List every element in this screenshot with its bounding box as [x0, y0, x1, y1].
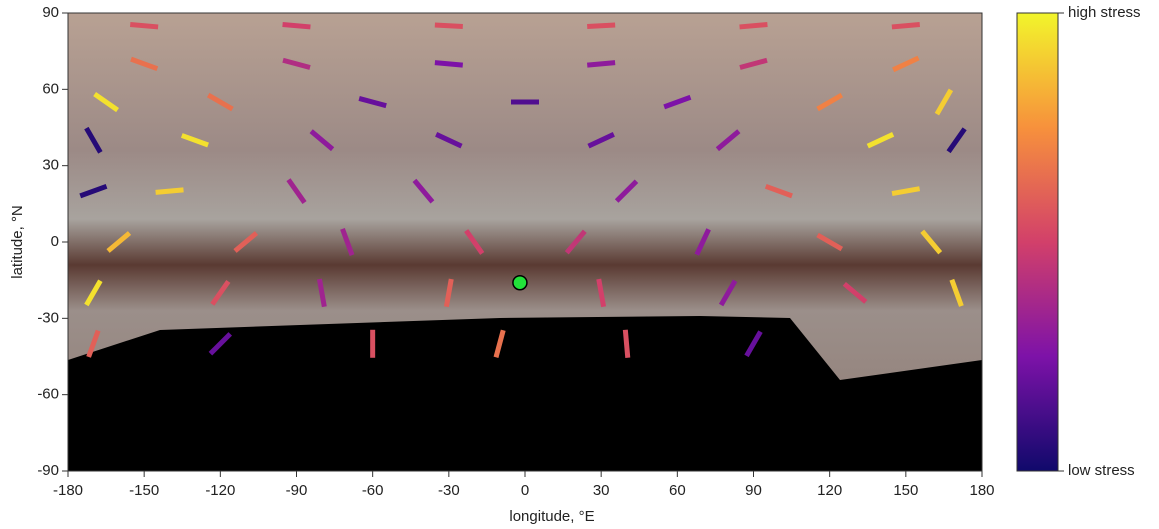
stress-segment	[130, 22, 159, 30]
stress-segment	[949, 278, 964, 307]
stress-segment	[79, 183, 108, 199]
stress-segment	[84, 126, 103, 154]
stress-segment	[744, 330, 763, 358]
stress-segment	[816, 232, 844, 252]
stress-segment	[764, 183, 793, 199]
x-tick-label: -120	[205, 482, 235, 499]
stress-segment	[93, 91, 119, 113]
x-tick-label: -150	[129, 482, 159, 499]
x-tick-label: -60	[362, 482, 384, 499]
stress-segment	[866, 132, 895, 149]
y-tick-label: 90	[42, 4, 59, 21]
stress-segment	[663, 94, 692, 110]
segments-layer	[79, 22, 967, 358]
stress-segment	[891, 22, 920, 30]
stress-segment	[892, 55, 920, 73]
stress-segment	[282, 57, 311, 70]
stress-segment	[210, 279, 231, 306]
x-tick-label: 0	[521, 482, 529, 499]
stress-segment	[739, 22, 768, 30]
stress-segment	[106, 231, 132, 253]
x-tick-label: -90	[286, 482, 308, 499]
stress-segment	[443, 278, 454, 308]
x-tick-label: 150	[893, 482, 918, 499]
stress-segment	[434, 22, 463, 29]
y-tick-label: 30	[42, 157, 59, 174]
unimaged-region	[68, 316, 982, 471]
stress-segment	[694, 228, 711, 256]
x-tick-label: 120	[817, 482, 842, 499]
x-axis-label: longitude, °E	[509, 508, 594, 525]
stress-segment	[739, 57, 768, 70]
colorbar-high-label: high stress	[1068, 4, 1141, 21]
stress-segment	[316, 278, 327, 308]
stress-segment	[358, 96, 387, 109]
stress-segment	[596, 278, 607, 308]
x-tick-label: -180	[53, 482, 83, 499]
x-tick-label: 90	[745, 482, 762, 499]
stress-segment	[946, 127, 967, 154]
stress-segment	[435, 132, 463, 149]
stress-segment	[340, 227, 355, 257]
stress-segment	[155, 187, 184, 195]
x-tick-label: -30	[438, 482, 460, 499]
stress-segment	[309, 129, 335, 152]
y-tick-label: -60	[37, 386, 59, 403]
y-axis-label: latitude, °N	[9, 205, 26, 279]
stress-segment	[282, 22, 311, 30]
x-tick-label: 30	[593, 482, 610, 499]
stress-segment	[412, 178, 435, 204]
stress-segment	[718, 279, 738, 307]
y-tick-label: 60	[42, 80, 59, 97]
map-background	[68, 13, 982, 471]
stress-segment	[233, 231, 259, 253]
stress-segment	[622, 329, 631, 358]
stress-segment	[130, 56, 159, 72]
reference-point	[512, 274, 528, 291]
colorbar	[1016, 12, 1059, 472]
stress-segment	[206, 92, 234, 112]
stress-segment	[715, 129, 741, 152]
stress-segment	[564, 229, 587, 255]
stress-segment	[920, 229, 943, 255]
x-tick-label: 180	[969, 482, 994, 499]
stress-segment	[464, 229, 485, 255]
stress-segment	[587, 60, 616, 68]
x-tick-label: 60	[669, 482, 686, 499]
stress-segment	[286, 178, 307, 205]
stress-segment	[614, 179, 639, 203]
stress-segment	[208, 332, 233, 356]
stress-segment	[180, 133, 209, 148]
stress-segment	[493, 329, 506, 358]
y-tick-label: -30	[37, 309, 59, 326]
stress-segment	[84, 279, 103, 307]
stress-segment	[587, 22, 616, 29]
stress-segment	[842, 281, 868, 304]
stress-segment	[86, 329, 101, 358]
stress-segment	[434, 60, 463, 68]
stress-segment	[934, 88, 954, 116]
colorbar-low-label: low stress	[1068, 462, 1135, 479]
y-tick-label: 0	[51, 233, 59, 250]
stress-segment	[587, 132, 615, 149]
stress-segment	[891, 186, 921, 197]
y-tick-label: -90	[37, 462, 59, 479]
stress-segment	[816, 92, 844, 112]
